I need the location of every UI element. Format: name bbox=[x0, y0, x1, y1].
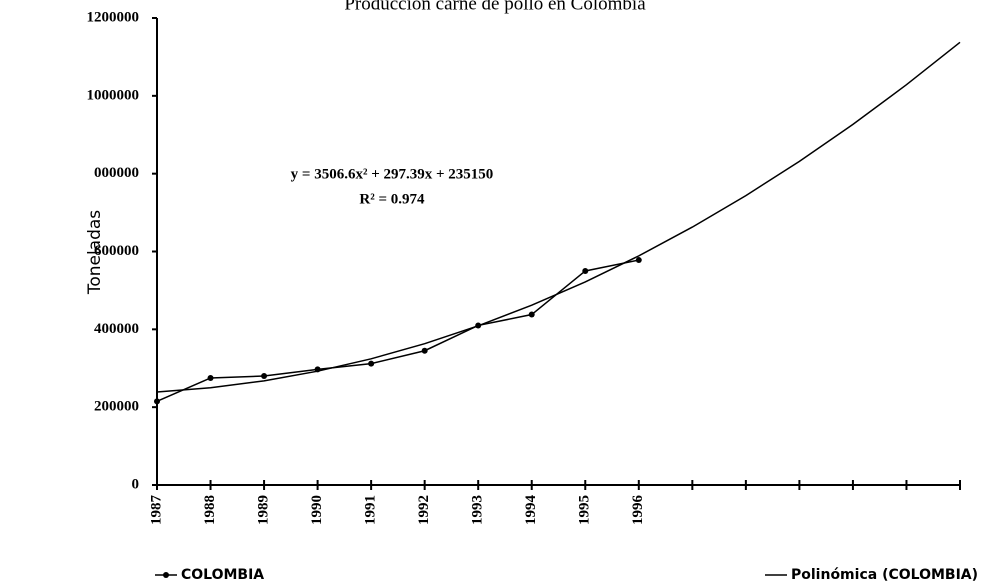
series-line bbox=[156, 41, 961, 393]
x-tick-label: 1991 bbox=[363, 495, 379, 525]
y-tick-label: 1000000 bbox=[87, 87, 140, 103]
point bbox=[207, 374, 214, 381]
y-tick-label: 400000 bbox=[94, 321, 139, 337]
point bbox=[368, 360, 375, 367]
annotation: y = 3506.6x² + 297.39x + 235150 bbox=[291, 166, 494, 182]
annotation: R² = 0.974 bbox=[359, 191, 425, 207]
point bbox=[528, 311, 535, 318]
y-tick-label: 600000 bbox=[94, 243, 139, 259]
x-tick-label: 1995 bbox=[577, 495, 593, 525]
x-tick-label: 1993 bbox=[470, 495, 486, 525]
x-tick-label: 1992 bbox=[416, 495, 432, 525]
point bbox=[261, 373, 268, 380]
point bbox=[421, 347, 428, 354]
point bbox=[582, 267, 589, 274]
x-tick-label: 1987 bbox=[148, 495, 164, 526]
y-tick-label: 1200000 bbox=[87, 9, 140, 25]
series-line bbox=[156, 259, 639, 403]
chart-title: Producción carne de pollo en Colombia bbox=[344, 0, 646, 14]
y-tick-label: 200000 bbox=[94, 399, 139, 415]
x-tick-label: 1988 bbox=[202, 495, 218, 525]
y-tick-label: 000000 bbox=[94, 165, 139, 181]
legend-marker bbox=[163, 572, 169, 578]
point bbox=[635, 257, 642, 264]
legend-label: Polinómica (COLOMBIA) bbox=[791, 567, 978, 583]
x-tick-label: 1990 bbox=[309, 495, 325, 525]
x-tick-label: 1996 bbox=[630, 495, 646, 526]
x-tick-label: 1994 bbox=[523, 495, 539, 526]
point bbox=[154, 398, 160, 405]
y-tick-label: 0 bbox=[132, 476, 140, 492]
legend-label: COLOMBIA bbox=[181, 567, 264, 583]
x-tick-label: 1989 bbox=[256, 495, 272, 525]
y-axis-label: Toneladas bbox=[85, 210, 105, 295]
